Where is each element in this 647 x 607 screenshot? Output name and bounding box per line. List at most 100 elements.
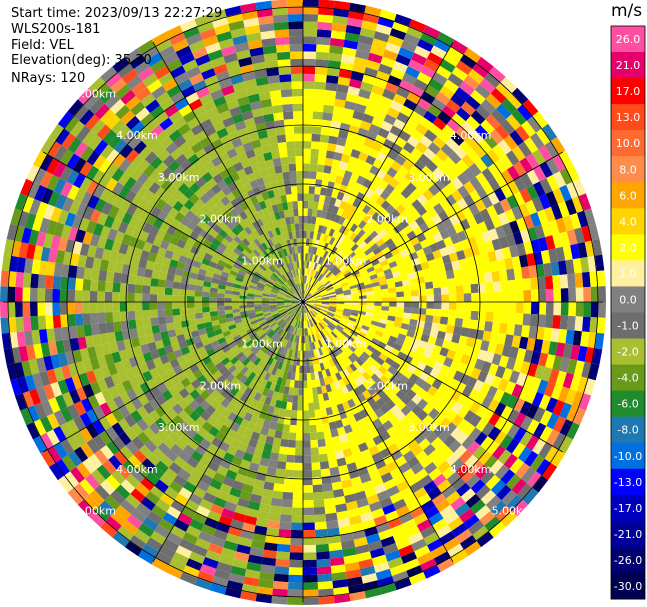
velocity-gate [494, 187, 507, 202]
velocity-gate [463, 302, 472, 311]
velocity-gate [360, 81, 374, 93]
velocity-gate [446, 118, 461, 133]
velocity-gate [306, 303, 314, 307]
velocity-gate [428, 123, 442, 137]
velocity-gate [350, 189, 360, 199]
velocity-gate [420, 333, 430, 343]
velocity-gate [366, 294, 375, 299]
velocity-gate [354, 103, 367, 114]
velocity-gate [405, 117, 420, 130]
velocity-gate [374, 185, 385, 196]
velocity-gate [351, 307, 360, 311]
velocity-gate [548, 248, 558, 263]
velocity-gate [393, 321, 402, 329]
velocity-gate [506, 394, 519, 410]
velocity-gate [316, 283, 323, 290]
velocity-gate [358, 88, 372, 100]
velocity-gate [381, 246, 391, 256]
velocity-gate [321, 296, 330, 300]
velocity-gate [456, 107, 471, 122]
velocity-gate [559, 167, 573, 185]
velocity-gate [526, 184, 539, 201]
velocity-gate [492, 311, 502, 323]
velocity-gate [369, 255, 378, 263]
velocity-gate [521, 266, 530, 279]
velocity-gate [327, 143, 337, 152]
velocity-gate [303, 193, 309, 201]
velocity-gate [370, 192, 381, 203]
velocity-gate [303, 88, 315, 97]
velocity-gate [481, 167, 495, 182]
velocity-gate [372, 285, 381, 291]
velocity-gate [414, 45, 431, 59]
velocity-gate [381, 297, 390, 302]
velocity-gate [344, 32, 360, 43]
velocity-gate [371, 316, 381, 323]
velocity-gate [399, 249, 410, 258]
velocity-gate [465, 115, 481, 131]
velocity-gate [445, 324, 455, 334]
velocity-gate [318, 6, 334, 16]
velocity-gate [526, 252, 536, 267]
velocity-gate [368, 123, 381, 135]
velocity-gate [336, 191, 345, 201]
velocity-gate [489, 331, 499, 344]
velocity-gate [381, 292, 390, 298]
velocity-gate [477, 349, 488, 361]
velocity-gate [543, 262, 553, 277]
velocity-gate [442, 217, 454, 229]
velocity-gate [476, 56, 494, 73]
velocity-gate [426, 295, 435, 302]
velocity-gate [393, 275, 402, 283]
velocity-gate [378, 63, 393, 75]
velocity-gate [463, 284, 472, 294]
velocity-gate [469, 176, 482, 190]
colorbar-tick-label: 13.0 [616, 111, 641, 124]
velocity-gate [329, 304, 337, 308]
velocity-gate [393, 343, 403, 352]
velocity-gate [594, 254, 605, 272]
velocity-gate [486, 292, 494, 302]
velocity-gate [477, 243, 488, 255]
velocity-gate [390, 188, 401, 200]
velocity-gate [518, 336, 529, 350]
velocity-gate [413, 352, 423, 362]
velocity-gate [417, 194, 429, 206]
velocity-gate [538, 289, 547, 302]
velocity-gate [513, 161, 527, 177]
velocity-gate [450, 132, 465, 146]
velocity-gate [560, 288, 569, 302]
velocity-gate [545, 235, 556, 250]
velocity-gate [316, 272, 322, 280]
velocity-gate [522, 278, 531, 291]
velocity-gate [550, 204, 563, 220]
velocity-gate [314, 239, 320, 248]
velocity-gate [552, 416, 567, 433]
velocity-gate [497, 259, 507, 271]
velocity-gate [346, 220, 355, 230]
velocity-gate [352, 198, 362, 208]
velocity-gate [507, 312, 517, 325]
velocity-gate [303, 6, 319, 15]
velocity-gate [335, 309, 344, 313]
velocity-gate [437, 32, 455, 47]
velocity-gate [303, 126, 313, 134]
velocity-gate [344, 302, 352, 305]
velocity-gate [460, 354, 471, 366]
velocity-gate [572, 330, 583, 346]
velocity-gate [362, 161, 373, 172]
velocity-gate [457, 185, 470, 199]
velocity-gate [369, 230, 379, 240]
velocity-gate [433, 287, 442, 296]
velocity-gate [507, 279, 517, 292]
velocity-gate [335, 289, 343, 294]
velocity-gate [303, 290, 305, 299]
velocity-gate [552, 399, 565, 417]
velocity-gate [381, 263, 391, 272]
velocity-gate [450, 93, 466, 108]
velocity-gate [337, 275, 346, 282]
velocity-gate [314, 297, 322, 300]
velocity-gate [319, 233, 326, 242]
velocity-gate [404, 260, 414, 269]
velocity-gate [488, 177, 501, 192]
